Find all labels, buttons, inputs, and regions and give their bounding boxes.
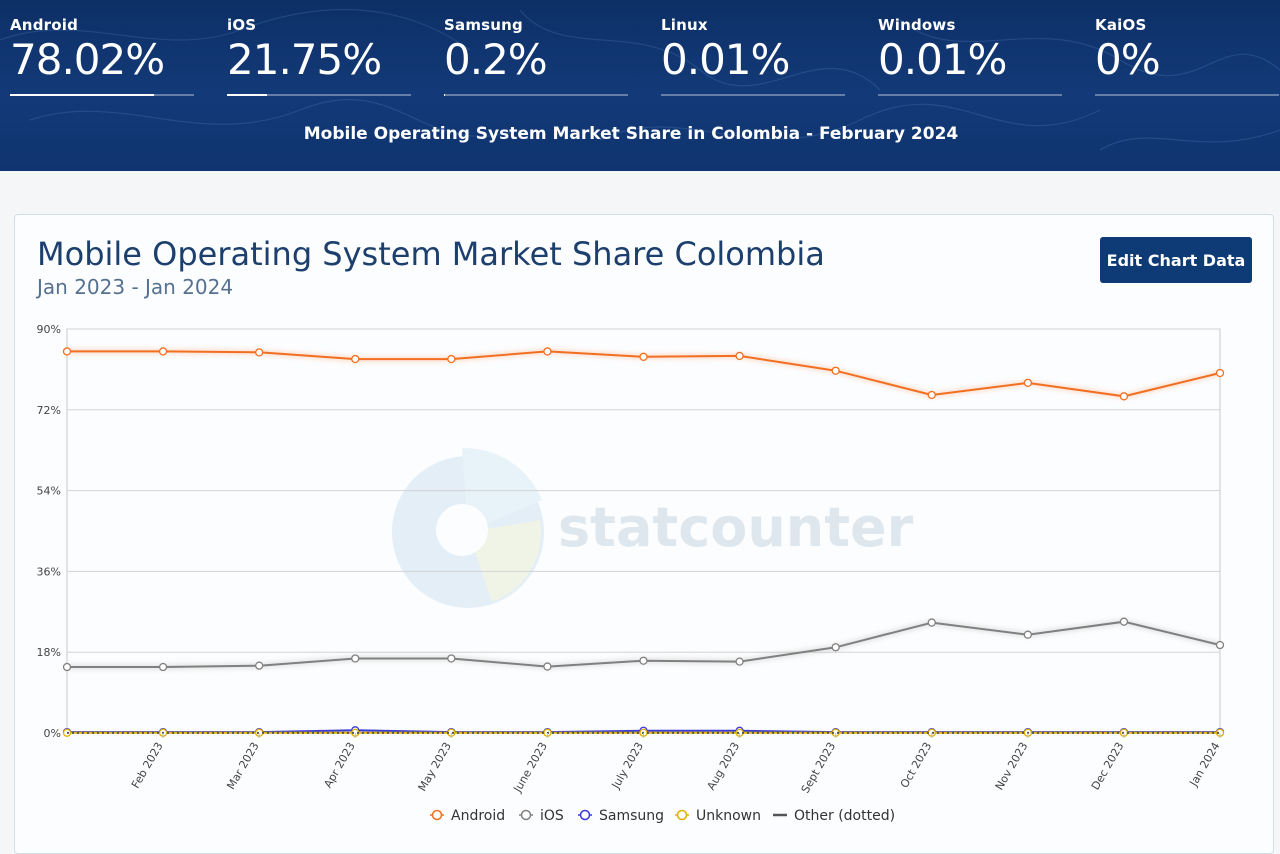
x-tick-label: July 2023: [609, 740, 646, 792]
data-point: [160, 664, 167, 671]
data-point: [544, 663, 551, 670]
y-tick-label: 72%: [37, 404, 61, 417]
data-point: [832, 644, 839, 651]
legend-item[interactable]: Samsung: [578, 808, 664, 824]
legend-item[interactable]: Other (dotted): [773, 808, 895, 824]
x-tick-label: Apr 2023: [321, 740, 358, 790]
data-point: [352, 356, 359, 363]
data-point: [64, 664, 71, 671]
data-point: [448, 655, 455, 662]
data-point: [736, 658, 743, 665]
data-point: [352, 655, 359, 662]
x-tick-label: Sept 2023: [799, 740, 839, 795]
x-tick-label: Dec 2023: [1089, 740, 1127, 792]
legend-label: Other (dotted): [794, 808, 895, 824]
legend-label: Samsung: [599, 808, 664, 824]
data-point: [736, 352, 743, 359]
y-tick-label: 18%: [37, 646, 61, 659]
data-point: [256, 349, 263, 356]
data-point: [1024, 631, 1031, 638]
x-tick-label: Aug 2023: [704, 740, 742, 792]
watermark-text: statcounter: [558, 496, 914, 559]
data-point: [928, 391, 935, 398]
x-tick-label: Mar 2023: [224, 740, 261, 792]
data-point: [928, 619, 935, 626]
data-point: [160, 348, 167, 355]
data-point: [1120, 393, 1127, 400]
legend-item[interactable]: Android: [430, 808, 505, 824]
data-point: [448, 356, 455, 363]
data-point: [1024, 379, 1031, 386]
legend-marker-symbol: [678, 811, 687, 820]
x-tick-label: May 2023: [416, 740, 454, 793]
legend-marker-symbol: [581, 811, 590, 820]
data-point: [1120, 618, 1127, 625]
legend-marker-symbol: [522, 811, 531, 820]
data-point: [64, 348, 71, 355]
data-point: [1217, 642, 1224, 649]
y-tick-label: 54%: [37, 485, 61, 498]
data-point: [640, 657, 647, 664]
y-tick-label: 36%: [37, 565, 61, 578]
data-point: [640, 353, 647, 360]
y-tick-label: 0%: [44, 727, 61, 740]
legend-item[interactable]: iOS: [519, 808, 564, 824]
legend-label: Unknown: [696, 808, 761, 824]
data-point: [256, 662, 263, 669]
data-point: [832, 367, 839, 374]
data-point: [1217, 369, 1224, 376]
legend-marker-symbol: [433, 811, 442, 820]
x-tick-label: Nov 2023: [993, 740, 1031, 792]
data-point: [544, 348, 551, 355]
legend-item[interactable]: Unknown: [675, 808, 761, 824]
x-tick-label: June 2023: [511, 740, 550, 795]
x-tick-label: Feb 2023: [129, 740, 166, 791]
legend-label: Android: [451, 808, 505, 824]
x-tick-label: Jan 2024: [1187, 740, 1223, 789]
legend-label: iOS: [540, 808, 564, 824]
logo-hole: [436, 504, 488, 556]
x-tick-label: Oct 2023: [898, 740, 935, 790]
statcounter-logo: statcounter: [392, 448, 914, 608]
y-tick-label: 90%: [37, 323, 61, 336]
